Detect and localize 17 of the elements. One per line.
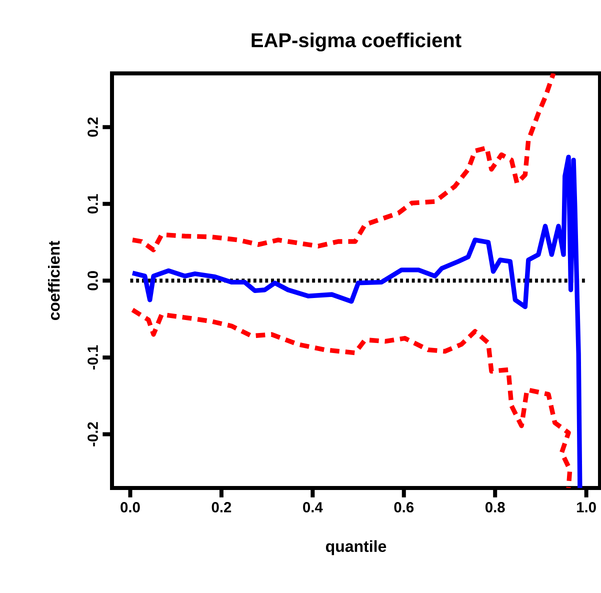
x-tick-label: 0.2 [212, 502, 232, 512]
line-series [130, 308, 572, 488]
x-tick-label: 0.0 [120, 502, 140, 512]
x-axis-title: quantile [326, 540, 386, 556]
y-tick-label: 0.1 [88, 194, 98, 214]
line-series [130, 73, 556, 252]
chart-title: EAP-sigma coefficient [252, 32, 462, 52]
y-tick-label: 0.2 [88, 117, 98, 137]
y-tick-label: -0.1 [88, 345, 98, 370]
x-tick-label: 0.4 [303, 502, 323, 512]
y-axis-title: coefficient [48, 240, 60, 320]
x-tick-label: 0.8 [485, 502, 505, 512]
x-tick-label: 0.6 [394, 502, 414, 512]
x-tick-label: 1.0 [577, 502, 596, 512]
line-series [130, 154, 582, 488]
y-tick-label: -0.2 [88, 422, 98, 446]
y-tick-label: 0.0 [88, 271, 98, 290]
